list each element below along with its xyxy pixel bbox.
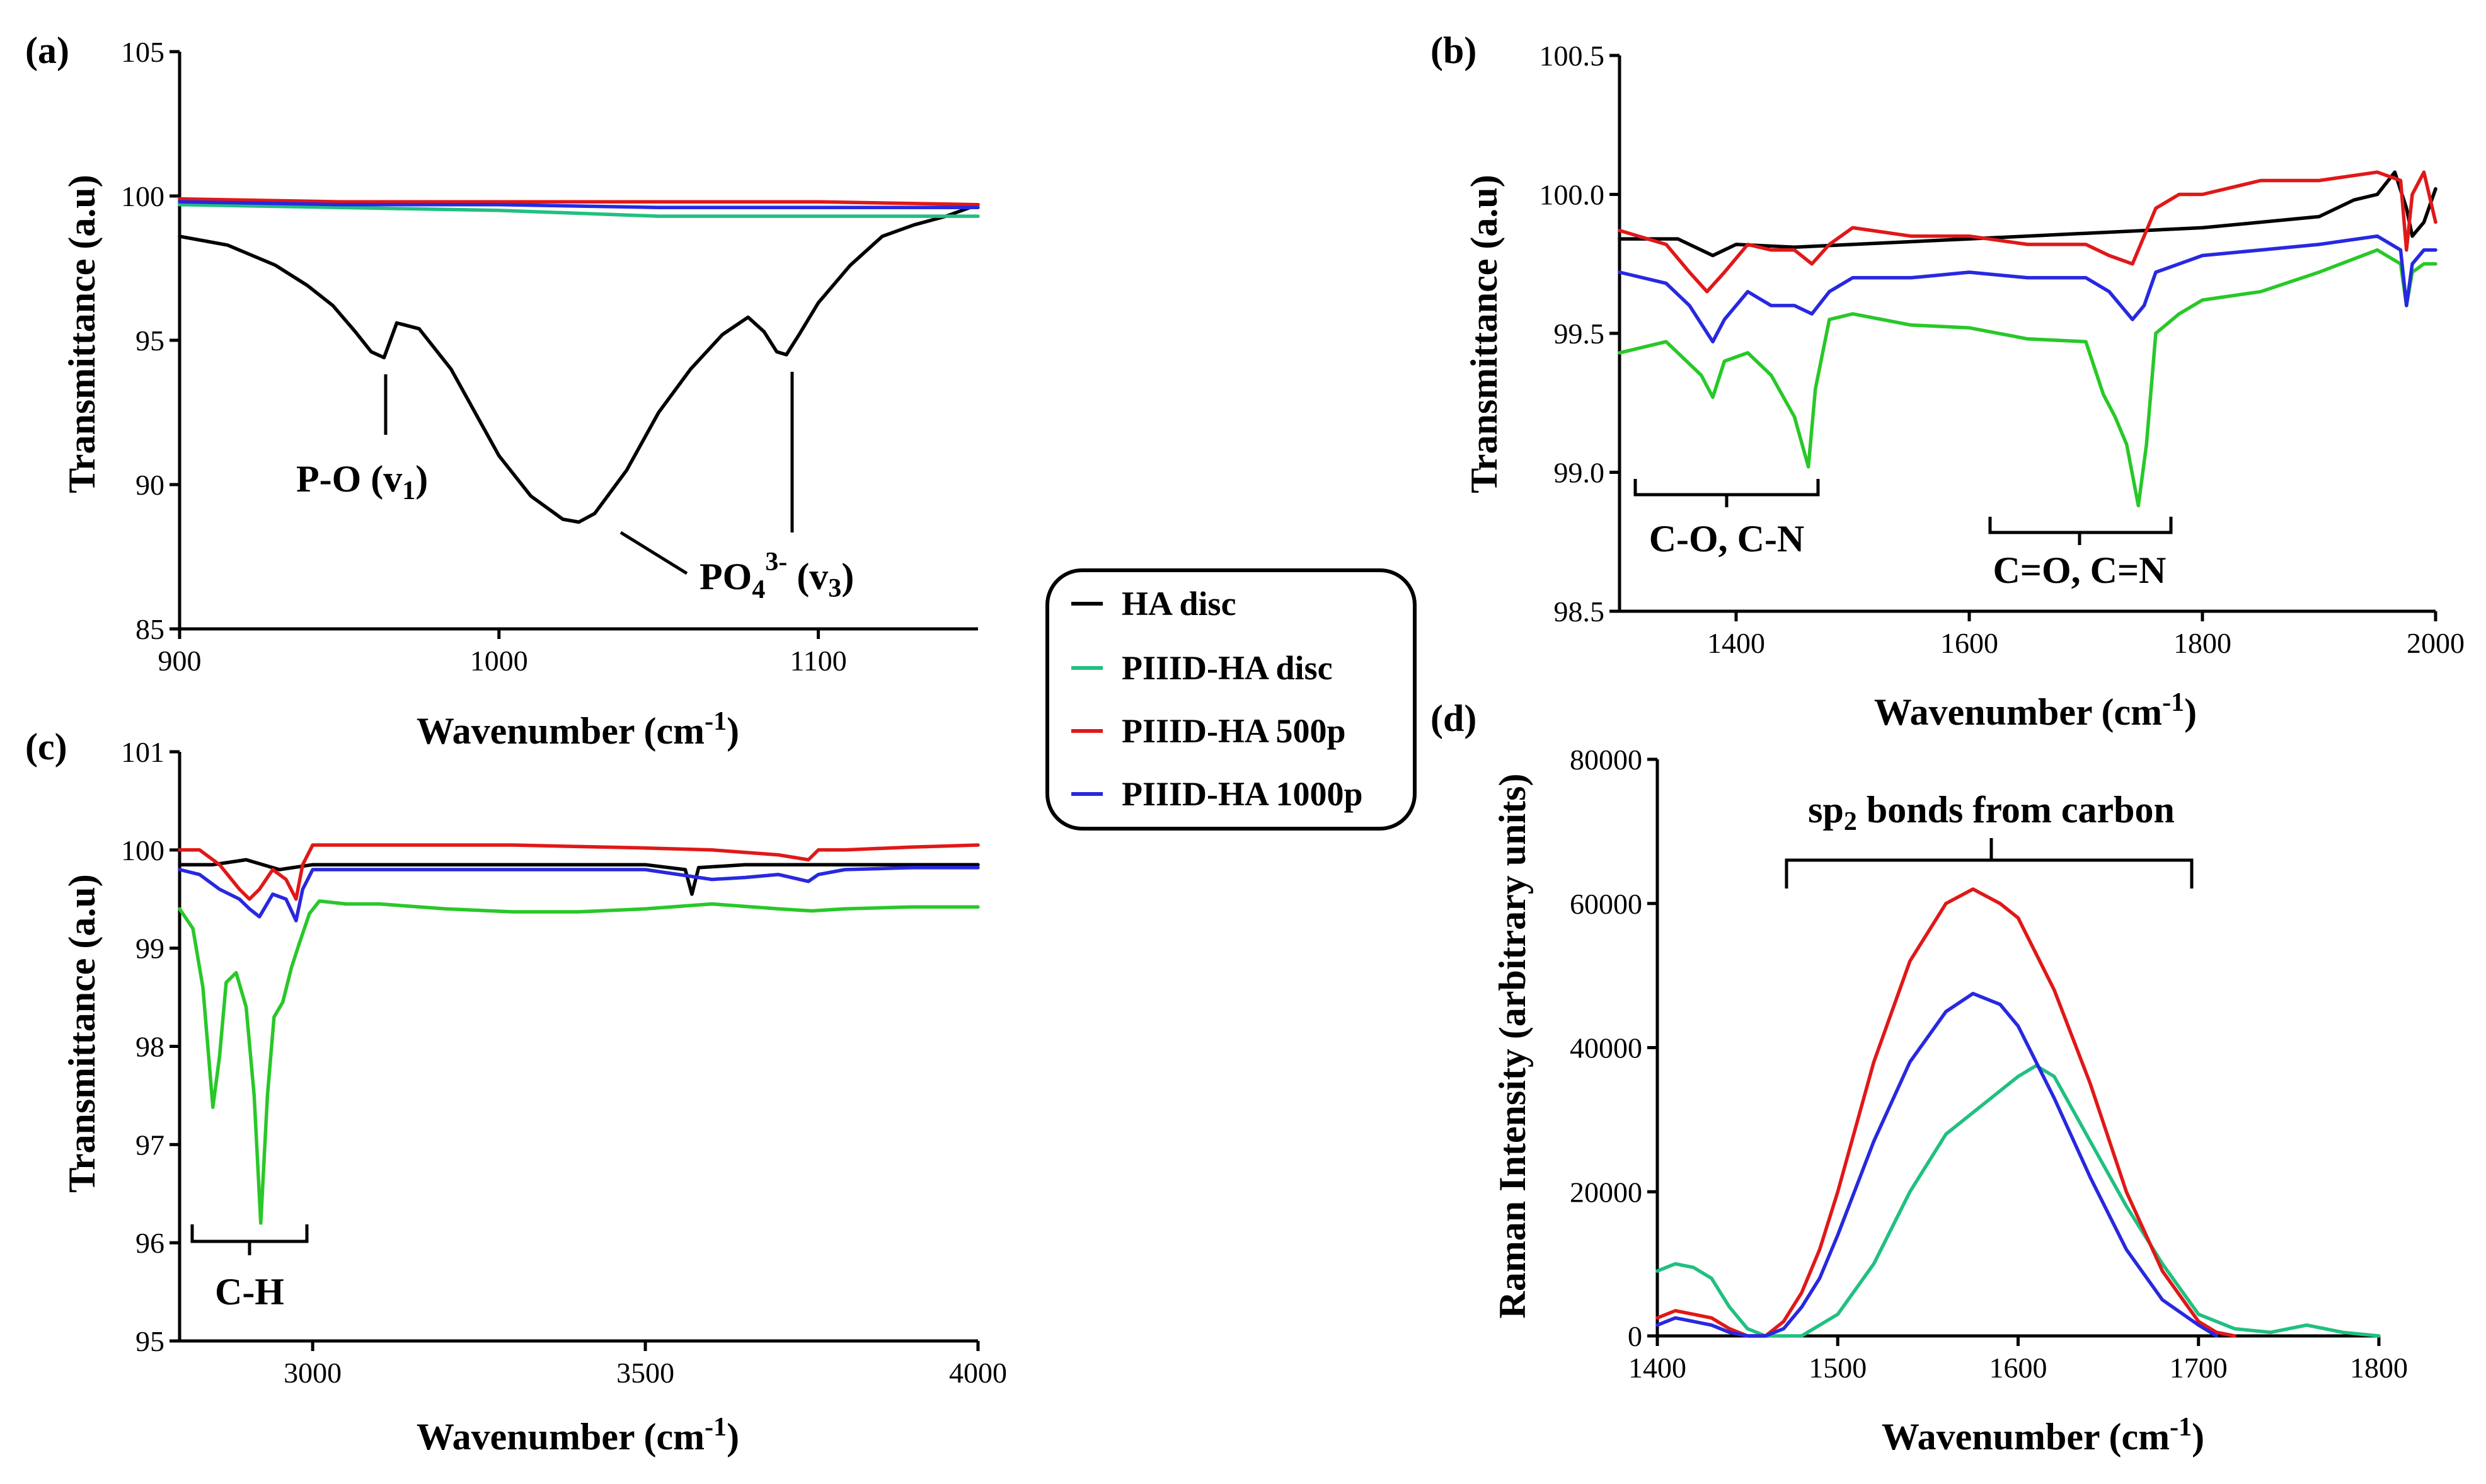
panel-c-xtick-label: 3500 [616,1357,674,1389]
panel-d-series-piiid-ha-500p [1655,887,2236,1338]
panel-d-series-piiid-ha-disc [1655,1064,2381,1338]
panel-b-ytick-label: 100.5 [1539,40,1605,72]
panel-b-ytick-label: 100.0 [1539,179,1605,211]
legend-entry-piiid-ha-1000p: PIIID-HA 1000p [1071,775,1363,813]
legend: HA disc PIIID-HA disc PIIID-HA 500p PIII… [1045,568,1417,831]
panel-c-ytick-label: 99 [135,933,164,965]
panel-b: (b) 98.5 99.0 99.5 100.0 100.5 1400 1600 1800 20… [1430,30,2465,733]
panel-c-series-piiid-ha-500p [178,843,980,901]
panel-d-ytick-label: 80000 [1570,744,1642,776]
panel-b-xtick-label: 1600 [1940,627,1998,659]
panel-a-series-piiid-ha-500p [178,197,980,207]
panel-c-series-piiid-ha-disc [178,899,980,1225]
panel-d-label: (d) [1430,698,1476,739]
panel-b-axes: 98.5 99.0 99.5 100.0 100.5 1400 1600 1800 2000 [1539,40,2465,659]
panel-c-xtick-label: 4000 [949,1357,1007,1389]
panel-b-series-piiid-ha-1000p [1618,234,2437,343]
ch-annotation: C-H [215,1271,284,1313]
panel-b-xtick-label: 1400 [1707,627,1765,659]
sp2-bracket [1785,838,2194,889]
panel-c-ytick-label: 95 [135,1325,164,1357]
co-cn-bracket [1633,479,1820,507]
panel-b-ytick-label: 99.5 [1554,318,1605,350]
panel-a-series-piiid-ha-1000p [178,200,980,210]
panel-c-ytick-label: 100 [121,834,164,866]
panel-d-xtick-label: 1600 [1989,1352,2047,1384]
panel-d-series [1655,887,2381,1338]
panel-d-xtick-label: 1700 [2170,1352,2228,1384]
sp2-annotation: sp2 bonds from carbon [1808,789,2175,836]
co-cn-double-bracket [1988,517,2173,545]
legend-label-ha-disc: HA disc [1122,585,1236,623]
panel-d-ylabel: Raman Intensity (arbitrary units) [1492,774,1533,1319]
po4-v3-annotation: PO43- (v3) [699,548,854,604]
co-cn-double-annotation: C=O, C=N [1993,549,2166,591]
panel-a-series [178,197,980,524]
panel-a-xtick-label: 1100 [790,645,846,677]
panel-a-ytick-label: 100 [121,180,164,212]
panel-d-axes: 0 20000 40000 60000 80000 1400 1500 1600 1700 180… [1570,744,2408,1384]
panel-a-xlabel: Wavenumber (cm-1) [417,707,739,752]
panel-a-xtick-label: 1000 [470,645,528,677]
panel-c-xlabel: Wavenumber (cm-1) [417,1413,739,1458]
panel-b-ylabel: Transmittance (a.u) [1463,175,1505,493]
panel-c-ytick-label: 97 [135,1129,164,1161]
panel-b-series-piiid-ha-500p [1618,170,2437,294]
panel-b-ytick-label: 99.0 [1554,457,1605,489]
panel-d-xtick-label: 1500 [1809,1352,1867,1384]
panel-b-series [1618,170,2437,508]
panel-c-series [178,843,980,1225]
panel-d-series-piiid-ha-1000p [1655,991,2219,1338]
panel-a-axes: 85 90 95 100 105 900 1000 1100 [121,36,978,677]
panel-a-ytick-label: 95 [135,325,164,357]
panel-c-xtick-label: 3000 [284,1357,342,1389]
panel-a-ylabel: Transmittance (a.u) [61,175,103,493]
panel-c-series-piiid-ha-1000p [178,866,980,923]
legend-label-piiid-ha-1000p: PIIID-HA 1000p [1122,775,1363,813]
panel-a-series-ha-disc [178,202,980,524]
co-cn-annotation: C-O, C-N [1649,518,1805,560]
panel-a-ytick-label: 90 [135,469,164,501]
panel-b-xtick-label: 2000 [2407,627,2465,659]
panel-d-xtick-label: 1800 [2350,1352,2408,1384]
panel-c-ylabel: Transmittance (a.u) [61,874,103,1193]
panel-c-ytick-label: 101 [121,736,164,768]
po-v1-annotation: P-O (v1) [296,458,428,505]
panel-a-ytick-label: 85 [135,613,164,645]
panel-d-ytick-label: 0 [1628,1320,1642,1352]
panel-b-label: (b) [1430,30,1476,71]
panel-d: (d) 0 20000 40000 60000 80000 1400 1500 1600 170… [1430,698,2408,1458]
panel-d-ytick-label: 20000 [1570,1176,1642,1208]
po4-v3-leader-1 [619,531,688,575]
ch-bracket [190,1224,309,1255]
panel-d-xtick-label: 1400 [1628,1352,1686,1384]
panel-d-ytick-label: 40000 [1570,1032,1642,1064]
legend-entry-ha-disc: HA disc [1071,585,1236,623]
legend-entry-piiid-ha-500p: PIIID-HA 500p [1071,712,1346,750]
panel-c-label: (c) [25,726,67,768]
legend-label-piiid-ha-500p: PIIID-HA 500p [1122,712,1346,750]
panel-c-axes: 95 96 97 98 99 100 101 3000 3500 4000 [121,736,1007,1389]
legend-entry-piiid-ha-disc: PIIID-HA disc [1071,649,1333,687]
panel-b-ytick-label: 98.5 [1554,595,1605,628]
panel-a-xtick-label: 900 [158,645,202,677]
panel-b-series-piiid-ha-disc [1618,248,2437,508]
legend-box [1045,568,1417,831]
panel-b-xlabel: Wavenumber (cm-1) [1874,688,2197,733]
panel-c-ytick-label: 98 [135,1031,164,1063]
panel-c-ytick-label: 96 [135,1227,164,1259]
panel-b-xtick-label: 1800 [2173,627,2231,659]
panel-d-xlabel: Wavenumber (cm-1) [1882,1413,2204,1458]
panel-c: (c) 95 96 97 98 99 100 101 3000 3500 4000 Wavenum… [25,726,1007,1458]
panel-d-ytick-label: 60000 [1570,888,1642,920]
panel-a-ytick-label: 105 [121,36,164,68]
panel-a-label: (a) [25,30,69,71]
legend-label-piiid-ha-disc: PIIID-HA disc [1122,649,1333,687]
panel-a-series-piiid-ha-disc [178,202,980,218]
panel-c-series-ha-disc [178,858,980,896]
panel-a: (a) 85 90 95 100 105 900 1000 1100 Wavenumber (… [25,30,980,752]
